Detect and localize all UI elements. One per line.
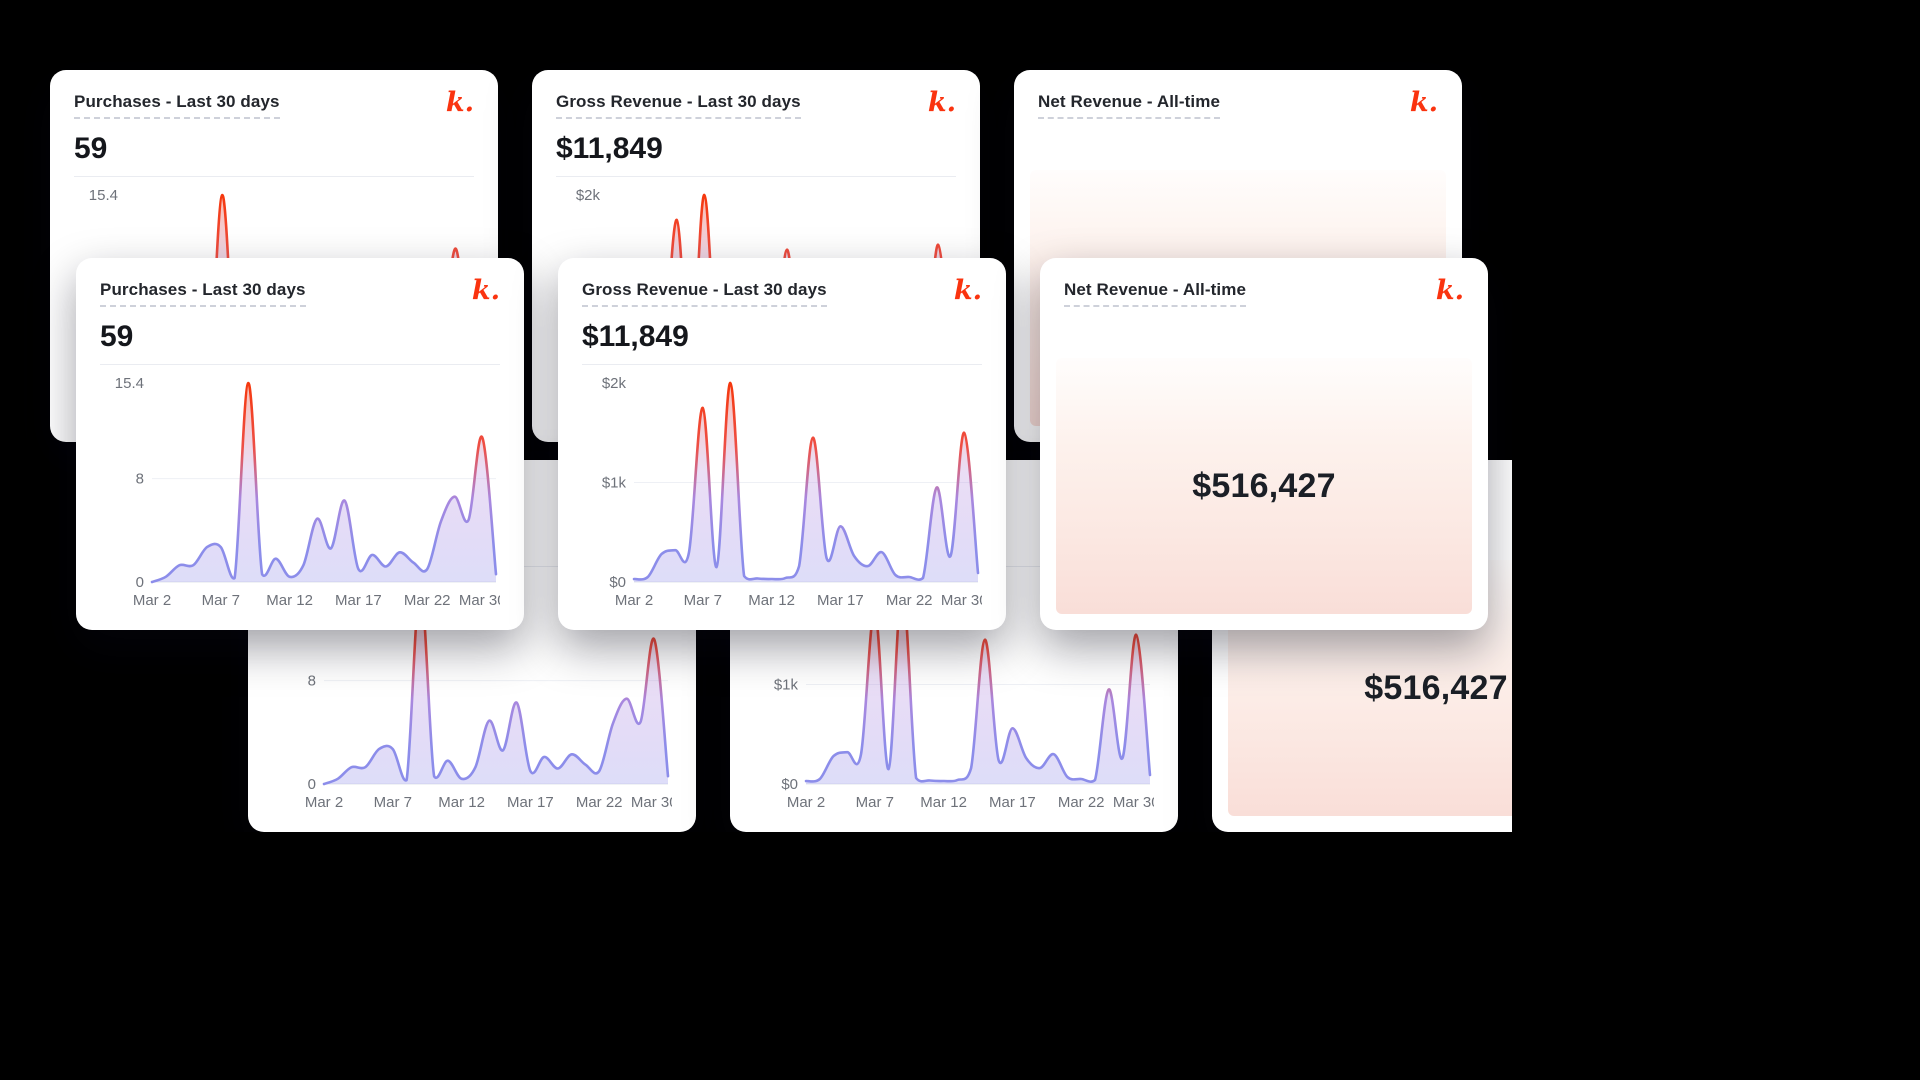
svg-text:8: 8 bbox=[308, 673, 316, 690]
card-title[interactable]: Purchases - Last 30 days bbox=[100, 280, 306, 307]
card-header: Net Revenue - All-time k. bbox=[1064, 275, 1464, 310]
card-title[interactable]: Purchases - Last 30 days bbox=[74, 92, 280, 119]
svg-text:0: 0 bbox=[308, 776, 316, 793]
svg-text:Mar 12: Mar 12 bbox=[266, 592, 313, 609]
svg-text:Mar 7: Mar 7 bbox=[684, 592, 722, 609]
svg-text:$1k: $1k bbox=[774, 677, 799, 694]
dashboard-collage: Purchases - Last 30 days k. 59 15.480Mar… bbox=[50, 70, 1512, 832]
net-revenue-card: Net Revenue - All-time k. $516,427 bbox=[1040, 258, 1488, 630]
metric-value: 59 bbox=[74, 132, 474, 177]
svg-text:Mar 2: Mar 2 bbox=[305, 794, 343, 811]
card-header: Gross Revenue - Last 30 days k. bbox=[582, 275, 982, 310]
card-header: Purchases - Last 30 days k. bbox=[100, 275, 500, 310]
svg-text:Mar 2: Mar 2 bbox=[133, 592, 171, 609]
metric-value: $11,849 bbox=[556, 132, 956, 177]
svg-text:$0: $0 bbox=[781, 776, 798, 793]
net-revenue-value: $516,427 bbox=[1364, 668, 1508, 707]
svg-text:$2k: $2k bbox=[576, 187, 601, 204]
svg-text:Mar 22: Mar 22 bbox=[886, 592, 933, 609]
card-title[interactable]: Net Revenue - All-time bbox=[1064, 280, 1246, 307]
kit-logo-icon[interactable]: k. bbox=[1435, 275, 1464, 306]
svg-text:$2k: $2k bbox=[602, 375, 627, 392]
svg-text:Mar 12: Mar 12 bbox=[438, 794, 485, 811]
svg-text:Mar 12: Mar 12 bbox=[920, 794, 967, 811]
svg-text:0: 0 bbox=[136, 574, 144, 591]
net-revenue-value: $516,427 bbox=[1192, 466, 1336, 505]
svg-text:$1k: $1k bbox=[602, 475, 627, 492]
metric-value: $11,849 bbox=[582, 320, 982, 365]
metric-value: 59 bbox=[100, 320, 500, 365]
card-header: Net Revenue - All-time k. bbox=[1038, 87, 1438, 122]
svg-text:Mar 2: Mar 2 bbox=[615, 592, 653, 609]
svg-text:15.4: 15.4 bbox=[89, 187, 118, 204]
svg-text:Mar 22: Mar 22 bbox=[404, 592, 451, 609]
svg-text:Mar 30: Mar 30 bbox=[1113, 794, 1154, 811]
svg-text:$0: $0 bbox=[609, 574, 626, 591]
svg-text:8: 8 bbox=[136, 471, 144, 488]
kit-logo-icon[interactable]: k. bbox=[953, 275, 982, 306]
svg-text:Mar 17: Mar 17 bbox=[507, 794, 554, 811]
card-title[interactable]: Gross Revenue - Last 30 days bbox=[556, 92, 801, 119]
svg-text:Mar 7: Mar 7 bbox=[202, 592, 240, 609]
svg-text:Mar 17: Mar 17 bbox=[335, 592, 382, 609]
net-gradient: $516,427 bbox=[1056, 358, 1472, 614]
svg-text:Mar 7: Mar 7 bbox=[856, 794, 894, 811]
card-header: Gross Revenue - Last 30 days k. bbox=[556, 87, 956, 122]
card-title[interactable]: Net Revenue - All-time bbox=[1038, 92, 1220, 119]
svg-text:15.4: 15.4 bbox=[115, 375, 144, 392]
gross-revenue-card: Gross Revenue - Last 30 days k. $11,849 … bbox=[558, 258, 1006, 630]
card-header: Purchases - Last 30 days k. bbox=[74, 87, 474, 122]
svg-text:Mar 17: Mar 17 bbox=[817, 592, 864, 609]
card-title[interactable]: Gross Revenue - Last 30 days bbox=[582, 280, 827, 307]
net-revenue-card: Net Revenue - All-time k. $516,427 bbox=[1212, 460, 1512, 832]
kit-logo-icon[interactable]: k. bbox=[1409, 87, 1438, 118]
svg-text:Mar 22: Mar 22 bbox=[1058, 794, 1105, 811]
svg-text:Mar 30: Mar 30 bbox=[631, 794, 672, 811]
kit-logo-icon[interactable]: k. bbox=[927, 87, 956, 118]
svg-text:Mar 12: Mar 12 bbox=[748, 592, 795, 609]
svg-text:Mar 2: Mar 2 bbox=[787, 794, 825, 811]
svg-text:Mar 30: Mar 30 bbox=[941, 592, 982, 609]
kit-logo-icon[interactable]: k. bbox=[471, 275, 500, 306]
kit-logo-icon[interactable]: k. bbox=[445, 87, 474, 118]
svg-text:Mar 30: Mar 30 bbox=[459, 592, 500, 609]
svg-text:Mar 7: Mar 7 bbox=[374, 794, 412, 811]
svg-text:Mar 17: Mar 17 bbox=[989, 794, 1036, 811]
svg-text:Mar 22: Mar 22 bbox=[576, 794, 623, 811]
